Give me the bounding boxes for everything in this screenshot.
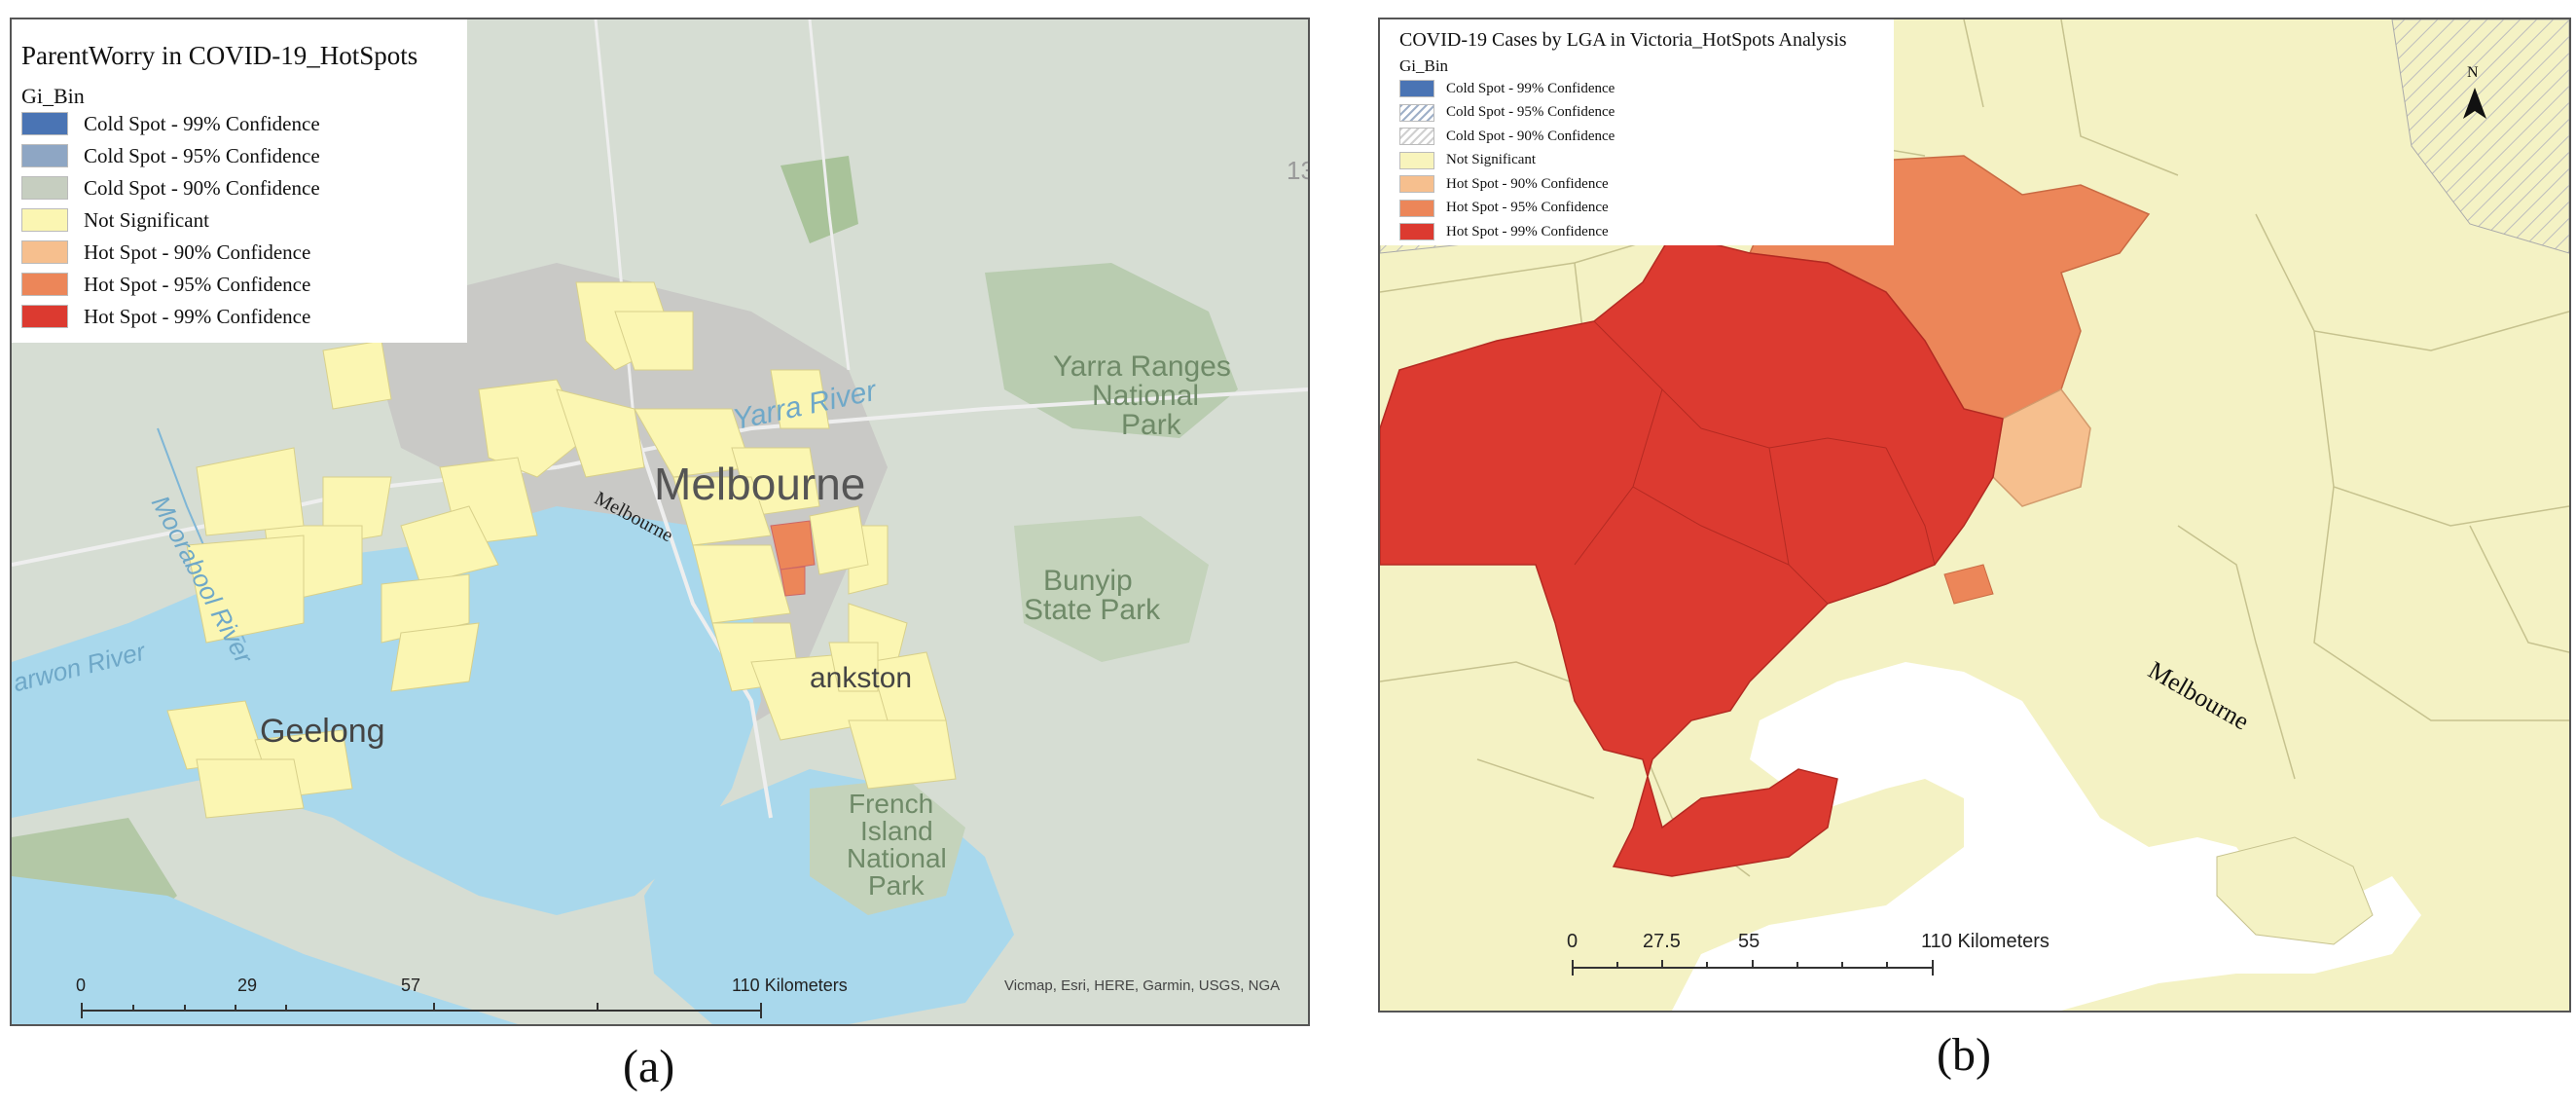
bunyip-label-2: State Park [1024,594,1161,626]
scale-b-tick-1: 27.5 [1643,931,1681,952]
basemap-b [1380,19,2569,1011]
scale-b-tick-2: 55 [1738,931,1760,952]
french-island [2216,836,2374,945]
legend-swatch [1399,175,1434,193]
legend-item: Hot Spot - 90% Confidence [1399,171,1609,197]
legend-item: Hot Spot - 99% Confidence [21,304,310,329]
map-panel-b: N Melbourne COVID-19 Cases by LGA in Vic… [1378,18,2571,1013]
legend-swatch [1399,103,1434,122]
french-island [810,779,965,915]
hot-spot-95-polygon [770,520,816,571]
hot-spot-99-region [1380,233,2004,877]
legend-item: Cold Spot - 99% Confidence [21,111,320,136]
legend-swatch [21,176,68,200]
legend-label: Hot Spot - 99% Confidence [84,304,311,328]
legend-item: Cold Spot - 95% Confidence [1399,100,1615,126]
north-arrow-icon [2463,88,2486,119]
frankston-label: ankston [810,662,913,694]
legend-label: Hot Spot - 99% Confidence [1446,223,1609,239]
melbourne-city-label: Melbourne [654,459,866,509]
attribution-a: Vicmap, Esri, HERE, Garmin, USGS, NGA [1004,977,1281,994]
legend-a-title: ParentWorry in COVID-19_HotSpots [21,41,418,70]
legend-b-title: COVID-19 Cases by LGA in Victoria_HotSpo… [1399,29,1847,51]
scale-b-tick-0: 0 [1567,931,1578,952]
legend-item: Cold Spot - 90% Confidence [21,175,320,201]
scale-b-tick-3: 110 Kilometers [1921,931,2050,952]
legend-swatch [21,305,68,328]
bunyip-park-area [1014,516,1209,662]
legend-item: Hot Spot - 90% Confidence [21,239,310,265]
legend-swatch [21,112,68,135]
map-panel-a: Yarra River Melbourne Melbourne Yarra Ra… [10,18,1310,1026]
hot-spot-95-region [1943,564,1994,605]
legend-label: Cold Spot - 99% Confidence [84,111,320,135]
legend-item: Hot Spot - 95% Confidence [1399,196,1609,221]
bass-strait [12,876,518,1024]
legend-label: Hot Spot - 90% Confidence [1446,175,1609,192]
legend-label: Hot Spot - 95% Confidence [84,272,311,296]
legend-swatch [21,208,68,232]
legend-label: Hot Spot - 90% Confidence [84,239,311,264]
legend-label: Cold Spot - 99% Confidence [1446,80,1615,96]
legend-label: Hot Spot - 95% Confidence [1446,200,1609,215]
legend-item: Cold Spot - 99% Confidence [1399,76,1615,101]
scale-a-tick-0: 0 [76,976,87,995]
yarra-ranges-label-2: National [1092,380,1200,412]
legend-label: Not Significant [84,207,209,232]
not-significant-polygons [166,233,957,819]
edge-number-label: 13 [1287,156,1308,185]
legend-b-field: Gi_Bin [1399,56,1449,75]
yarra-ranges-park-area [985,263,1238,438]
legend-swatch [1399,128,1434,145]
geelong-label: Geelong [260,713,385,750]
legend-item: Hot Spot - 95% Confidence [21,272,310,297]
legend-label: Cold Spot - 95% Confidence [1446,104,1615,120]
french-island-label-2: Island [860,816,933,846]
scale-a-tick-1: 29 [237,976,258,995]
legend-item: Not Significant [21,207,209,233]
legend-item: Cold Spot - 90% Confidence [1399,124,1615,149]
yarra-ranges-label-1: Yarra Ranges [1053,350,1231,383]
legend-swatch [1399,80,1434,97]
caption-b: (b) [1937,1029,1991,1081]
scale-a-tick-3: 110 Kilometers [732,976,848,995]
legend-swatch [21,273,68,296]
legend-label: Cold Spot - 90% Confidence [84,175,320,200]
legend-a-field: Gi_Bin [21,84,85,108]
legend-b: COVID-19 Cases by LGA in Victoria_HotSpo… [1380,19,1894,245]
legend-swatch [1399,199,1434,217]
scale-a-tick-2: 57 [401,976,421,995]
legend-item: Not Significant [1399,148,1536,173]
legend-swatch [21,240,68,264]
cold-spot-90-region [2391,19,2569,254]
legend-item: Cold Spot - 95% Confidence [21,143,320,168]
legend-swatch [1399,223,1434,240]
basemap-a [12,19,1308,1024]
legend-swatch [1399,151,1434,169]
port-phillip-bay [1672,662,2421,1011]
scale-bar-a [81,1003,762,1018]
legend-a: ParentWorry in COVID-19_HotSpots Gi_Bin … [12,19,467,343]
yarra-ranges-label-3: Park [1121,409,1181,441]
caption-a: (a) [623,1041,675,1092]
legend-label: Not Significant [1446,152,1537,167]
legend-label: Cold Spot - 95% Confidence [84,143,320,167]
road [808,19,851,371]
road [556,387,1308,469]
hot-spot-95-polygon [780,566,806,597]
scale-bar-b [1572,960,1934,976]
french-island-label-4: Park [868,870,925,901]
french-island-label-3: National [847,843,947,873]
french-island-label-1: French [849,789,934,819]
legend-label: Cold Spot - 90% Confidence [1446,128,1615,144]
bunyip-label-1: Bunyip [1043,565,1133,597]
park-patch [780,156,858,243]
hot-spot-99-boundaries [1574,320,1936,605]
north-label: N [2467,64,2479,81]
legend-swatch [21,144,68,167]
legend-item: Hot Spot - 99% Confidence [1399,219,1609,244]
